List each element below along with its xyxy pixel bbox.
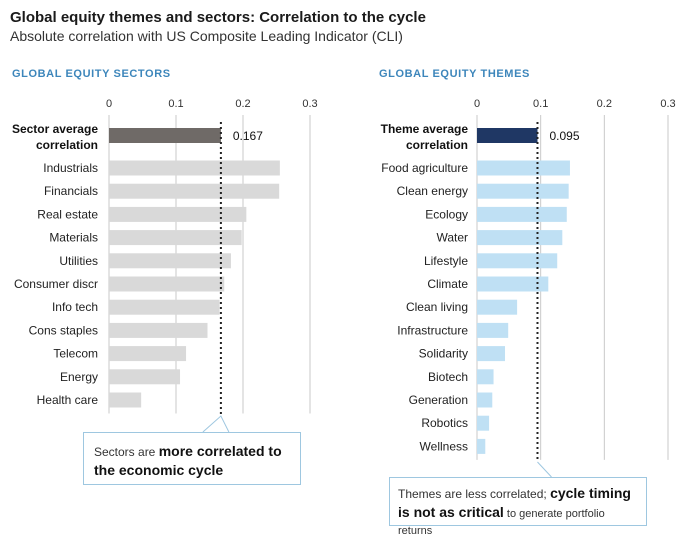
theme-category-label: Lifestyle: [424, 254, 468, 268]
sector-bar: [109, 253, 231, 269]
theme-bar: [477, 369, 494, 385]
sector-average-label: Sector average correlation: [12, 122, 98, 152]
themes-callout-suffix: to generate portfolio returns: [398, 507, 605, 537]
sector-category-label: Cons staples: [29, 323, 98, 337]
sector-section-title: GLOBAL EQUITY SECTORS: [12, 68, 171, 80]
theme-bar: [477, 392, 493, 408]
theme-tick-label: 0: [474, 98, 480, 110]
theme-category-label: Ecology: [425, 207, 468, 221]
sector-category-label: Real estate: [37, 207, 98, 221]
sector-bar: [109, 322, 208, 338]
theme-bar: [477, 415, 490, 431]
chart-title: Global equity themes and sectors: Correl…: [10, 9, 426, 26]
sector-bar: [109, 346, 187, 362]
theme-bar: [477, 299, 518, 315]
sectors-callout: Sectors are more correlated to the econo…: [83, 432, 301, 485]
sector-bar: [109, 276, 225, 292]
theme-category-label: Generation: [409, 393, 468, 407]
sector-category-label: Materials: [49, 231, 98, 245]
sector-category-label: Energy: [60, 370, 98, 384]
themes-callout: Themes are less correlated; cycle timing…: [389, 477, 647, 537]
sector-bar: [109, 369, 181, 385]
theme-tick-label: 0.3: [660, 98, 675, 110]
sectors-callout-pointer: [202, 415, 230, 433]
theme-category-label: Clean energy: [397, 184, 468, 198]
themes-callout-emphasis: cycle timing is not as critical: [398, 485, 631, 520]
sector-bar: [109, 183, 280, 199]
chart-subtitle: Absolute correlation with US Composite L…: [10, 28, 403, 44]
sector-category-label: Info tech: [52, 300, 98, 314]
theme-category-label: Robotics: [421, 416, 468, 430]
sector-category-label: Utilities: [59, 254, 98, 268]
theme-section-title: GLOBAL EQUITY THEMES: [379, 68, 530, 80]
sector-tick-label: 0.3: [302, 98, 317, 110]
theme-bar: [477, 160, 570, 176]
sector-bar: [109, 160, 280, 176]
theme-average-value: 0.095: [549, 129, 579, 143]
sector-category-label: Consumer discr: [14, 277, 98, 291]
theme-tick-label: 0.1: [533, 98, 548, 110]
theme-bar: [477, 322, 509, 338]
theme-category-label: Water: [436, 231, 468, 245]
sector-category-label: Financials: [44, 184, 98, 198]
theme-bar: [477, 253, 558, 269]
theme-bar: [477, 438, 486, 454]
theme-bar: [477, 183, 569, 199]
sector-category-label: Industrials: [43, 161, 98, 175]
theme-category-label: Food agriculture: [381, 161, 468, 175]
theme-bar: [477, 206, 567, 222]
theme-category-label: Clean living: [406, 300, 468, 314]
theme-category-label: Biotech: [428, 370, 468, 384]
theme-bar: [477, 346, 506, 362]
theme-category-label: Solidarity: [419, 347, 468, 361]
sector-category-label: Health care: [37, 393, 99, 407]
sector-bar: [109, 230, 242, 246]
themes-callout-pointer: [537, 461, 552, 478]
theme-bar: [477, 276, 549, 292]
theme-tick-label: 0.2: [597, 98, 612, 110]
sector-average-value: 0.167: [233, 129, 263, 143]
sector-average-bar: [109, 128, 221, 143]
theme-average-bar: [477, 128, 538, 143]
sector-tick-label: 0.2: [235, 98, 250, 110]
sector-tick-label: 0.1: [168, 98, 183, 110]
theme-average-label: Theme average correlation: [381, 122, 469, 152]
sector-category-label: Telecom: [53, 347, 98, 361]
theme-category-label: Climate: [427, 277, 468, 291]
themes-callout-prefix: Themes are less correlated;: [398, 487, 551, 501]
sector-bar: [109, 299, 220, 315]
theme-category-label: Infrastructure: [397, 323, 468, 337]
sector-bar: [109, 392, 142, 408]
theme-category-label: Wellness: [420, 439, 468, 453]
sector-tick-label: 0: [106, 98, 112, 110]
theme-bar: [477, 230, 563, 246]
sector-bar: [109, 206, 247, 222]
sectors-callout-prefix: Sectors are: [94, 445, 159, 459]
sectors-callout-emphasis: more correlated to the economic cycle: [94, 443, 282, 478]
